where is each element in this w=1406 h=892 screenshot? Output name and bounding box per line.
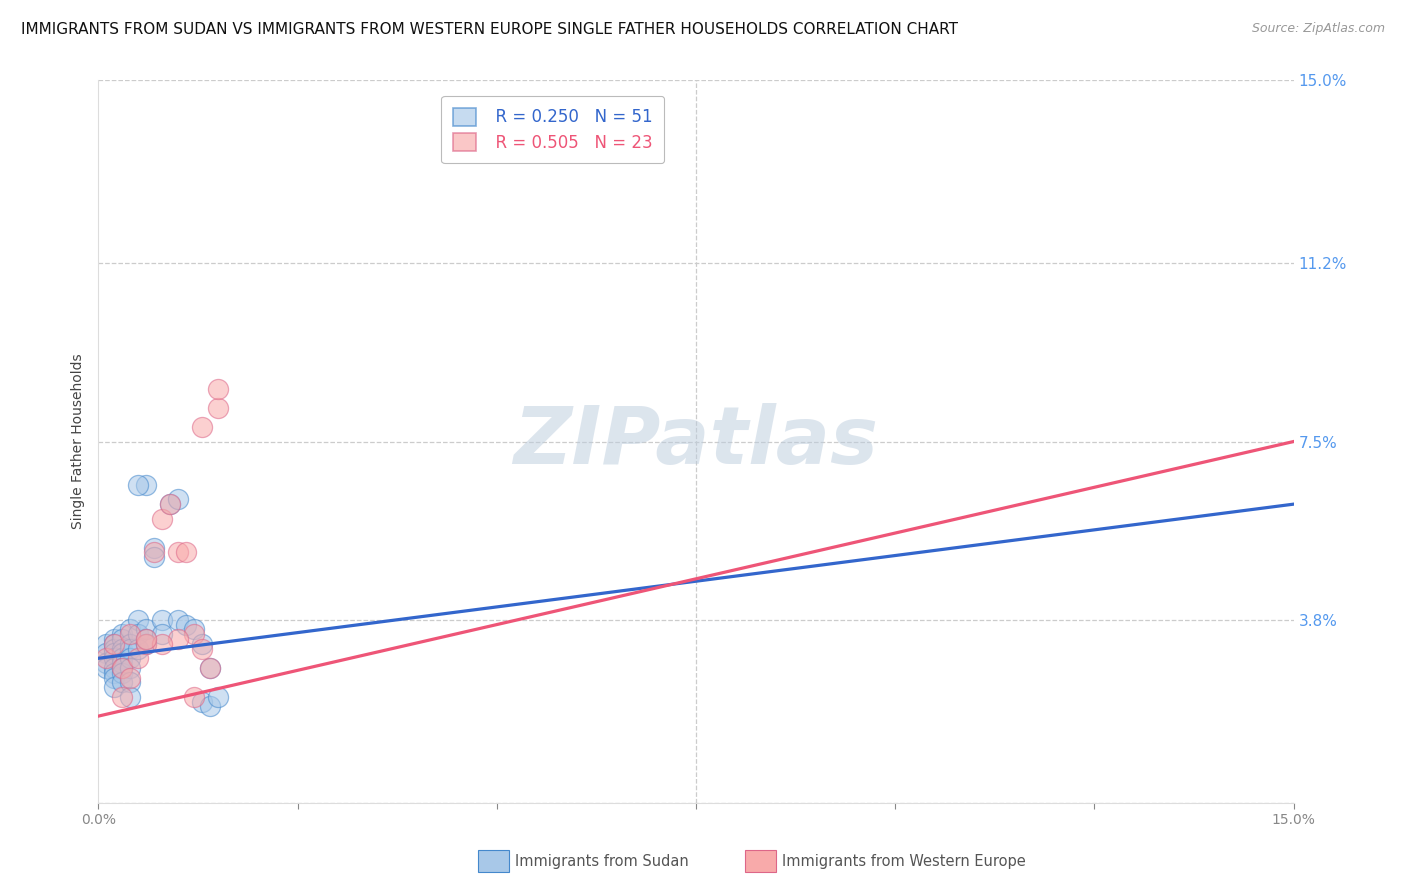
- Point: [111, 627, 134, 641]
- Point: [111, 690, 134, 704]
- Point: [191, 420, 214, 434]
- Point: [103, 637, 125, 651]
- Point: [111, 661, 134, 675]
- Point: [150, 627, 173, 641]
- Point: [103, 641, 125, 656]
- Point: [135, 478, 157, 492]
- Point: [207, 382, 229, 396]
- Text: Source: ZipAtlas.com: Source: ZipAtlas.com: [1251, 22, 1385, 36]
- Point: [150, 637, 173, 651]
- Point: [135, 637, 157, 651]
- Point: [191, 637, 214, 651]
- Point: [120, 690, 142, 704]
- Point: [120, 627, 142, 641]
- Point: [207, 690, 229, 704]
- Point: [198, 661, 221, 675]
- Point: [183, 623, 205, 637]
- Point: [120, 661, 142, 675]
- Point: [103, 661, 125, 675]
- Point: [103, 651, 125, 665]
- Point: [96, 651, 118, 665]
- Text: Immigrants from Western Europe: Immigrants from Western Europe: [782, 855, 1025, 869]
- Point: [111, 632, 134, 646]
- Point: [103, 632, 125, 646]
- Point: [120, 671, 142, 685]
- Point: [103, 647, 125, 661]
- Point: [120, 651, 142, 665]
- Point: [191, 641, 214, 656]
- Point: [143, 550, 166, 565]
- Legend:   R = 0.250   N = 51,   R = 0.505   N = 23: R = 0.250 N = 51, R = 0.505 N = 23: [441, 95, 664, 163]
- Point: [150, 613, 173, 627]
- Point: [191, 695, 214, 709]
- Point: [198, 661, 221, 675]
- Point: [111, 647, 134, 661]
- Point: [143, 545, 166, 559]
- Point: [103, 637, 125, 651]
- Point: [159, 497, 181, 511]
- Point: [150, 511, 173, 525]
- Point: [120, 623, 142, 637]
- Point: [127, 651, 149, 665]
- Point: [120, 675, 142, 690]
- Point: [96, 661, 118, 675]
- Point: [111, 665, 134, 680]
- Point: [167, 492, 190, 507]
- Point: [135, 632, 157, 646]
- Point: [111, 651, 134, 665]
- Text: IMMIGRANTS FROM SUDAN VS IMMIGRANTS FROM WESTERN EUROPE SINGLE FATHER HOUSEHOLDS: IMMIGRANTS FROM SUDAN VS IMMIGRANTS FROM…: [21, 22, 957, 37]
- Point: [103, 665, 125, 680]
- Point: [103, 671, 125, 685]
- Point: [174, 617, 197, 632]
- Point: [183, 690, 205, 704]
- Point: [127, 613, 149, 627]
- Point: [127, 478, 149, 492]
- Point: [174, 545, 197, 559]
- Text: Immigrants from Sudan: Immigrants from Sudan: [515, 855, 689, 869]
- Y-axis label: Single Father Households: Single Father Households: [72, 354, 86, 529]
- Point: [167, 613, 190, 627]
- Point: [111, 675, 134, 690]
- Point: [127, 627, 149, 641]
- Point: [135, 632, 157, 646]
- Point: [96, 637, 118, 651]
- Point: [111, 641, 134, 656]
- Point: [120, 637, 142, 651]
- Point: [96, 656, 118, 670]
- Point: [159, 497, 181, 511]
- Text: ZIPatlas: ZIPatlas: [513, 402, 879, 481]
- Point: [143, 541, 166, 555]
- Point: [120, 641, 142, 656]
- Point: [111, 661, 134, 675]
- Point: [127, 641, 149, 656]
- Point: [183, 627, 205, 641]
- Point: [167, 545, 190, 559]
- Point: [167, 632, 190, 646]
- Point: [96, 647, 118, 661]
- Point: [207, 401, 229, 415]
- Point: [135, 623, 157, 637]
- Point: [103, 680, 125, 694]
- Point: [111, 656, 134, 670]
- Point: [198, 699, 221, 714]
- Point: [135, 637, 157, 651]
